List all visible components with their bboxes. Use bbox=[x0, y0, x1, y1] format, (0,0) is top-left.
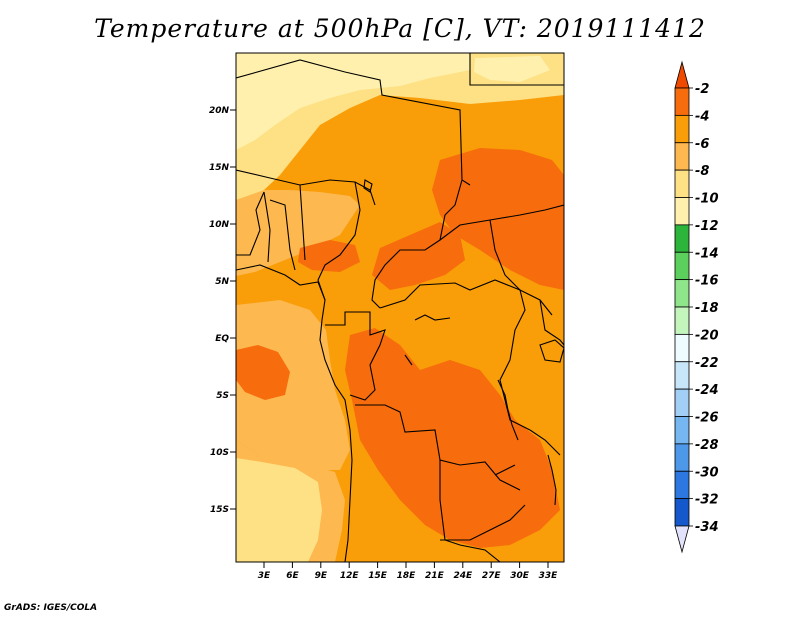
lat-tick-label: 15N bbox=[209, 163, 230, 173]
colorbar-box bbox=[674, 279, 690, 308]
colorbar-label: -34 bbox=[695, 520, 719, 535]
lon-tick-label: 12E bbox=[340, 571, 360, 581]
colorbar-box bbox=[674, 306, 690, 335]
cold-region-southwest bbox=[236, 458, 322, 562]
lat-tick-label: 20N bbox=[209, 106, 230, 116]
river-congo bbox=[404, 314, 516, 476]
longitude-ticks: 3E 6E 9E 12E 15E 18E 21E 24E 27E 30E 33E bbox=[258, 562, 558, 581]
colorbar-box bbox=[674, 388, 690, 417]
lake-chad bbox=[363, 179, 373, 193]
map-frame bbox=[235, 52, 565, 563]
colorbar-box bbox=[674, 470, 690, 500]
cold-patch-northeast bbox=[474, 56, 550, 82]
warm-patch-sahel bbox=[298, 240, 360, 272]
colorbar-box bbox=[674, 443, 690, 472]
boundary-sudan-south-sudan bbox=[439, 204, 564, 241]
colorbar-label: -12 bbox=[695, 219, 719, 234]
colorbar-label: -8 bbox=[695, 164, 709, 179]
boundary-drc-angola bbox=[355, 404, 521, 491]
lon-tick-label: 33E bbox=[539, 571, 559, 581]
lake-victoria bbox=[539, 339, 564, 363]
lon-tick-label: 21E bbox=[425, 571, 445, 581]
colorbar-box bbox=[674, 197, 690, 226]
colorbar-box bbox=[674, 87, 690, 116]
country-boundaries bbox=[236, 53, 564, 562]
colorbar-label: -2 bbox=[695, 82, 709, 97]
lon-tick-label: 6E bbox=[286, 571, 299, 581]
latitude-ticks: 20N 15N 10N 5N EQ 5S 10S 15S bbox=[209, 106, 236, 515]
lon-tick-label: 24E bbox=[453, 571, 473, 581]
colorbar-label: -20 bbox=[695, 328, 719, 343]
colorbar-label: -24 bbox=[695, 383, 719, 398]
cool-band-equator bbox=[236, 300, 350, 470]
colorbar-label: -28 bbox=[695, 438, 719, 453]
lon-tick-label: 30E bbox=[510, 571, 530, 581]
lat-tick-label: 5S bbox=[216, 391, 229, 401]
colorbar-box bbox=[674, 416, 690, 445]
colorbar-label: -26 bbox=[695, 411, 719, 426]
temperature-field bbox=[236, 53, 564, 562]
coast-gulf-of-guinea bbox=[236, 264, 353, 562]
lon-tick-label: 18E bbox=[397, 571, 417, 581]
colorbar-label: -10 bbox=[695, 192, 719, 207]
colorbar-box bbox=[674, 224, 690, 253]
boundary-gabon-congo bbox=[325, 311, 386, 401]
warm-patch-west-coast bbox=[236, 345, 290, 400]
lon-tick-label: 9E bbox=[315, 571, 328, 581]
colorbar-label: -6 bbox=[695, 137, 709, 152]
colorbar-box bbox=[674, 114, 690, 144]
boundary-drc-east bbox=[499, 289, 531, 431]
colorbar-bottom-arrow bbox=[674, 525, 690, 554]
boundary-car-drc bbox=[379, 279, 553, 316]
boundary-west-africa bbox=[236, 184, 306, 271]
colorbar: -2 -4 -6 -8 -10 -12 -14 -16 -18 -20 -22 -24 -26 -28 -3… bbox=[674, 60, 719, 554]
colorbar-box bbox=[674, 251, 690, 281]
lat-tick-label: 10S bbox=[210, 448, 229, 458]
colorbar-box bbox=[674, 361, 690, 390]
lat-tick-label: 5N bbox=[215, 277, 229, 287]
cold-region-north bbox=[236, 53, 470, 150]
lake-tanganyika bbox=[497, 379, 519, 441]
boundary-libya-chad bbox=[236, 59, 471, 186]
colorbar-box bbox=[674, 333, 690, 363]
boundary-angola-zambia bbox=[439, 460, 501, 562]
boundary-east-africa bbox=[529, 299, 564, 456]
boundary-south-sudan-uganda bbox=[489, 219, 521, 291]
colorbar-label: -22 bbox=[695, 356, 719, 371]
colorbar-label: -14 bbox=[695, 246, 719, 261]
warm-region-congo bbox=[345, 328, 560, 548]
map-title: Temperature at 500hPa [C], VT: 201911141… bbox=[94, 14, 706, 43]
colorbar-box bbox=[674, 142, 690, 171]
lon-tick-label: 15E bbox=[368, 571, 388, 581]
boundary-egypt-sudan bbox=[469, 53, 564, 86]
colorbar-box bbox=[674, 498, 690, 527]
colorbar-label: -16 bbox=[695, 274, 719, 289]
lake-malawi bbox=[547, 454, 557, 506]
lat-tick-label: 10N bbox=[209, 220, 230, 230]
colorbar-label: -32 bbox=[695, 493, 719, 508]
boundary-chad-sudan bbox=[371, 179, 463, 309]
lat-tick-label: 15S bbox=[210, 505, 229, 515]
colorbar-label: -18 bbox=[695, 301, 719, 316]
lat-tick-label: EQ bbox=[215, 334, 229, 344]
lon-tick-label: 27E bbox=[482, 571, 502, 581]
colorbar-box bbox=[674, 169, 690, 198]
grads-credit: GrADS: IGES/COLA bbox=[4, 603, 98, 613]
colorbar-label: -4 bbox=[695, 109, 709, 124]
colorbar-label: -30 bbox=[695, 465, 719, 480]
lon-tick-label: 3E bbox=[258, 571, 271, 581]
boundary-nigeria-cameroon bbox=[317, 181, 361, 301]
boundary-zambia-south bbox=[440, 504, 526, 541]
colorbar-top-arrow bbox=[674, 60, 690, 89]
